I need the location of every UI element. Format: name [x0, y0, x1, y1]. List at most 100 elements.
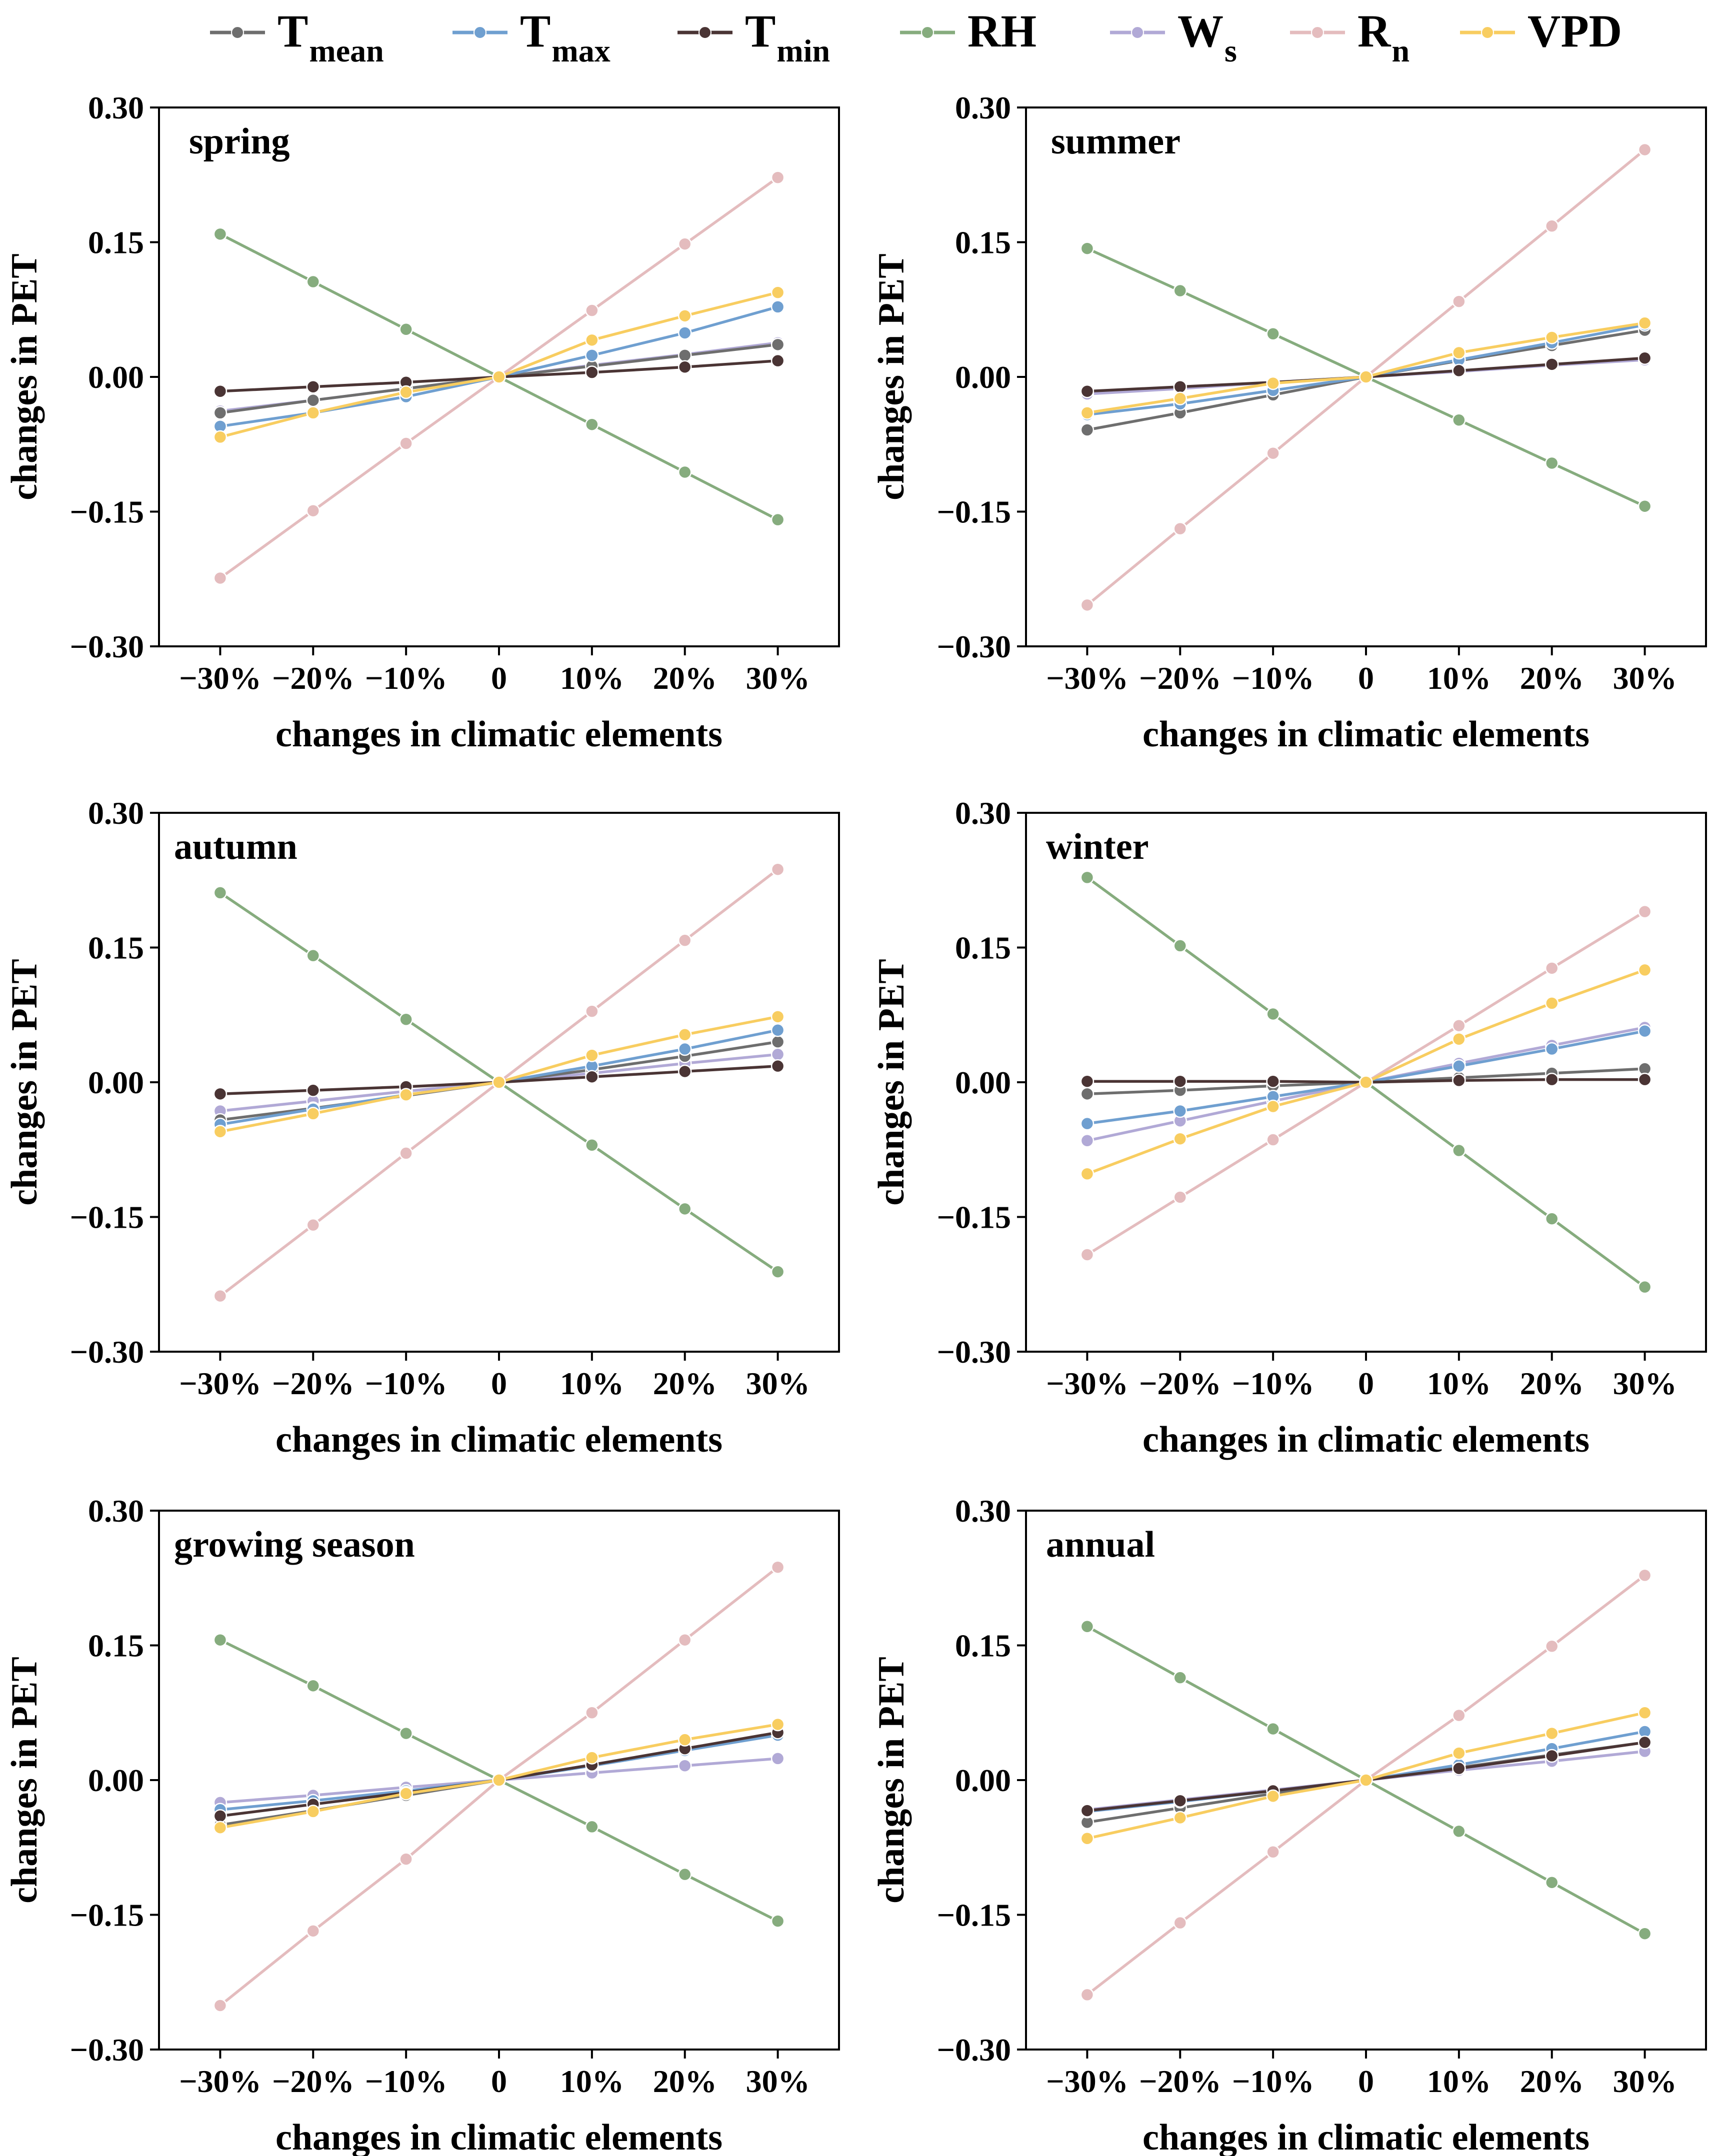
y-axis-title: changes in PET [4, 253, 45, 500]
legend-item-tmean[interactable]: Tmean [210, 5, 384, 68]
data-point-vpd [492, 1773, 506, 1787]
data-point-vpd [1359, 370, 1373, 384]
data-point-rn [678, 933, 692, 947]
data-point-vpd [492, 1075, 506, 1089]
data-point-vpd [770, 285, 785, 299]
legend-label-tmin: Tmin [745, 5, 830, 68]
data-point-tmean [1080, 1087, 1094, 1101]
data-point-rh [1638, 499, 1652, 513]
x-tick-label: 20% [1520, 660, 1584, 696]
data-point-rh [678, 1202, 692, 1216]
data-point-vpd [213, 1125, 228, 1139]
data-point-tmin [1266, 1074, 1280, 1088]
legend-item-rn[interactable]: Rn [1290, 5, 1410, 68]
data-point-rh [1544, 456, 1559, 470]
data-point-rn [399, 436, 413, 450]
data-point-rn [1452, 1708, 1466, 1723]
data-point-rh [213, 886, 228, 900]
panel-autumn: 0.30 0.15 0.00 −0.15 −0.30 −30% −20% −10% 0 10% 20… [4, 795, 840, 1460]
data-point-ws [770, 1047, 785, 1062]
data-point-ws [678, 1759, 692, 1773]
data-point-tmin [1080, 384, 1094, 398]
x-tick-label: 0 [491, 2064, 507, 2099]
data-point-rh [306, 948, 320, 963]
x-tick-label: 10% [1427, 1366, 1491, 1401]
data-point-rh [1080, 1620, 1094, 1634]
data-point-rh [1452, 1824, 1466, 1839]
data-point-vpd [213, 1821, 228, 1835]
legend-marker-tmin [698, 26, 712, 39]
y-tick-label: −0.30 [937, 629, 1011, 664]
data-point-tmax [770, 300, 785, 314]
data-point-tmin [678, 1064, 692, 1079]
data-point-rn [1638, 1568, 1652, 1583]
data-point-rh [1266, 327, 1280, 341]
panel-title: winter [1046, 826, 1149, 867]
data-point-tmax [678, 326, 692, 340]
data-point-tmin [213, 1087, 228, 1101]
y-tick-label: −0.15 [937, 1898, 1011, 1933]
legend-label-main: RH [968, 5, 1036, 56]
x-tick-label: −10% [365, 660, 447, 696]
data-point-rn [1080, 598, 1094, 612]
y-tick-label: 0.00 [88, 359, 144, 395]
panel-winter: 0.30 0.15 0.00 −0.15 −0.30 −30% −20% −10% 0 10% 20… [871, 795, 1707, 1460]
data-point-rn [1173, 1190, 1188, 1204]
data-point-rn [585, 303, 599, 317]
data-point-vpd [770, 1010, 785, 1024]
data-point-rh [585, 1820, 599, 1834]
data-point-rn [399, 1852, 413, 1866]
y-tick-label: 0.15 [955, 225, 1011, 260]
data-point-tmin [1173, 1074, 1188, 1088]
data-point-vpd [492, 370, 506, 384]
data-point-rn [399, 1146, 413, 1160]
y-tick-label: 0.30 [88, 795, 144, 831]
legend-label-sub: min [776, 33, 830, 68]
x-axis-title: changes in climatic elements [276, 1419, 722, 1460]
data-point-rh [678, 465, 692, 479]
legend-item-vpd[interactable]: VPD [1460, 5, 1622, 56]
legend-item-rh[interactable]: RH [900, 5, 1036, 56]
data-point-tmin [585, 1070, 599, 1084]
panels: 0.30 0.15 0.00 −0.15 −0.30 −30% −20% −10% 0 10% 20… [4, 90, 1707, 2156]
y-tick-label: 0.15 [955, 1628, 1011, 1664]
x-tick-label: −20% [1139, 2064, 1221, 2099]
legend-marker-vpd [1481, 26, 1494, 39]
data-point-vpd [1173, 1811, 1188, 1825]
x-tick-label: −30% [179, 660, 261, 696]
data-point-rh [1266, 1007, 1280, 1021]
x-tick-label: −30% [1046, 2064, 1128, 2099]
data-point-rh [1544, 1876, 1559, 1890]
x-axis-title: changes in climatic elements [1142, 1419, 1590, 1460]
data-point-rn [770, 1560, 785, 1574]
legend-label-main: T [278, 5, 308, 56]
data-point-rn [1544, 1639, 1559, 1654]
data-point-tmax [1638, 1024, 1652, 1038]
data-point-tmin [1080, 1804, 1094, 1818]
data-point-tmean [1080, 423, 1094, 437]
data-point-tmax [1452, 1059, 1466, 1073]
data-point-tmax [678, 1042, 692, 1056]
legend-item-tmin[interactable]: Tmin [678, 5, 830, 68]
data-point-rn [770, 170, 785, 184]
legend-label-rh: RH [968, 5, 1036, 56]
legend-label-ws: Ws [1178, 5, 1237, 68]
y-tick-label: 0.00 [955, 1763, 1011, 1798]
legend-item-tmax[interactable]: Tmax [452, 5, 610, 68]
data-point-rn [1452, 294, 1466, 308]
y-tick-label: −0.30 [937, 1334, 1011, 1370]
data-point-tmax [585, 348, 599, 362]
data-point-vpd [1173, 1132, 1188, 1146]
data-point-vpd [1266, 1789, 1280, 1804]
x-tick-label: −20% [1139, 1366, 1221, 1401]
x-tick-label: −30% [179, 1366, 261, 1401]
data-point-vpd [678, 309, 692, 323]
x-tick-label: −20% [1139, 660, 1221, 696]
data-point-rn [1544, 961, 1559, 975]
legend-item-ws[interactable]: Ws [1110, 5, 1237, 68]
data-point-rh [585, 417, 599, 431]
data-point-rn [678, 1633, 692, 1647]
data-point-rn [306, 503, 320, 518]
x-tick-label: 0 [1358, 660, 1374, 696]
data-point-rn [1638, 142, 1652, 157]
